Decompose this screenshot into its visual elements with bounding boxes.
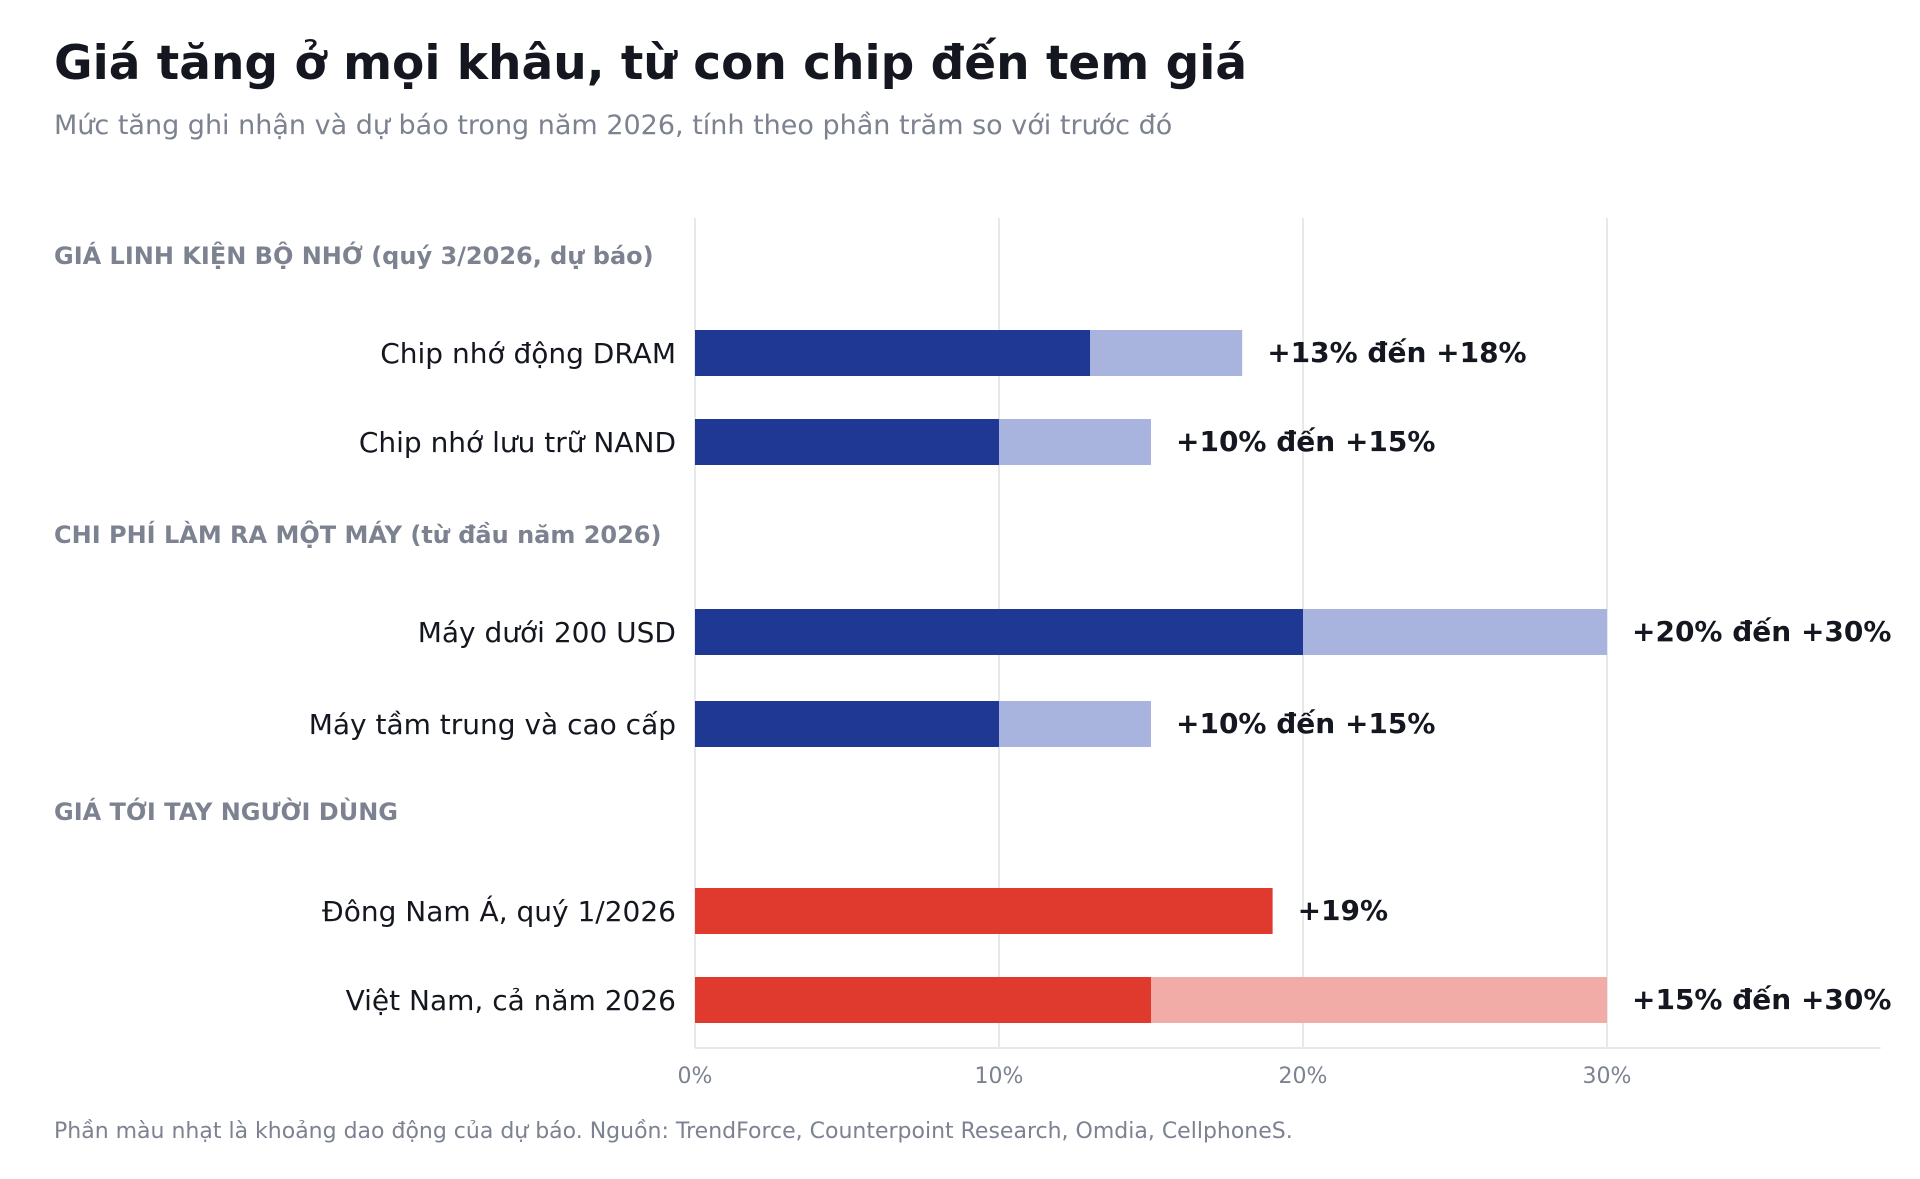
chart-subtitle: Mức tăng ghi nhận và dự báo trong năm 20… xyxy=(54,110,1173,141)
x-tick-label: 20% xyxy=(1279,1064,1328,1089)
chart-footnote: Phần màu nhạt là khoảng dao động của dự … xyxy=(54,1119,1293,1144)
category-label: Đông Nam Á, quý 1/2026 xyxy=(322,894,676,928)
bar-range-segment xyxy=(999,701,1151,747)
bar-low-segment xyxy=(695,330,1091,376)
bar-low-segment xyxy=(695,888,1273,934)
value-label: +19% xyxy=(1298,894,1388,927)
category-label: Chip nhớ động DRAM xyxy=(380,337,676,370)
value-label: +10% đến +15% xyxy=(1176,707,1435,740)
bar-low-segment xyxy=(695,701,999,747)
bar-range-segment xyxy=(1303,609,1607,655)
value-label: +10% đến +15% xyxy=(1176,425,1435,458)
category-label: Máy tầm trung và cao cấp xyxy=(309,708,676,741)
value-label: +15% đến +30% xyxy=(1632,983,1891,1016)
bar-range-segment xyxy=(999,419,1151,465)
bar-range-segment xyxy=(1151,977,1607,1023)
category-label: Máy dưới 200 USD xyxy=(418,616,676,649)
section-heading: GIÁ TỚI TAY NGƯỜI DÙNG xyxy=(54,796,398,826)
x-tick-label: 30% xyxy=(1583,1064,1632,1089)
section-heading: CHI PHÍ LÀM RA MỘT MÁY (từ đầu năm 2026) xyxy=(54,519,661,549)
bar-range-segment xyxy=(1090,330,1243,376)
category-label: Chip nhớ lưu trữ NAND xyxy=(359,426,676,459)
bar-low-segment xyxy=(695,419,999,465)
x-tick-label: 10% xyxy=(975,1064,1024,1089)
category-label: Việt Nam, cả năm 2026 xyxy=(346,984,676,1017)
value-label: +20% đến +30% xyxy=(1632,615,1891,648)
chart-title: Giá tăng ở mọi khâu, từ con chip đến tem… xyxy=(54,36,1248,91)
value-label: +13% đến +18% xyxy=(1267,336,1526,369)
x-tick-label: 0% xyxy=(678,1064,713,1089)
bar-low-segment xyxy=(695,977,1151,1023)
section-heading: GIÁ LINH KIỆN BỘ NHỚ (quý 3/2026, dự báo… xyxy=(54,240,654,270)
bar-low-segment xyxy=(695,609,1303,655)
